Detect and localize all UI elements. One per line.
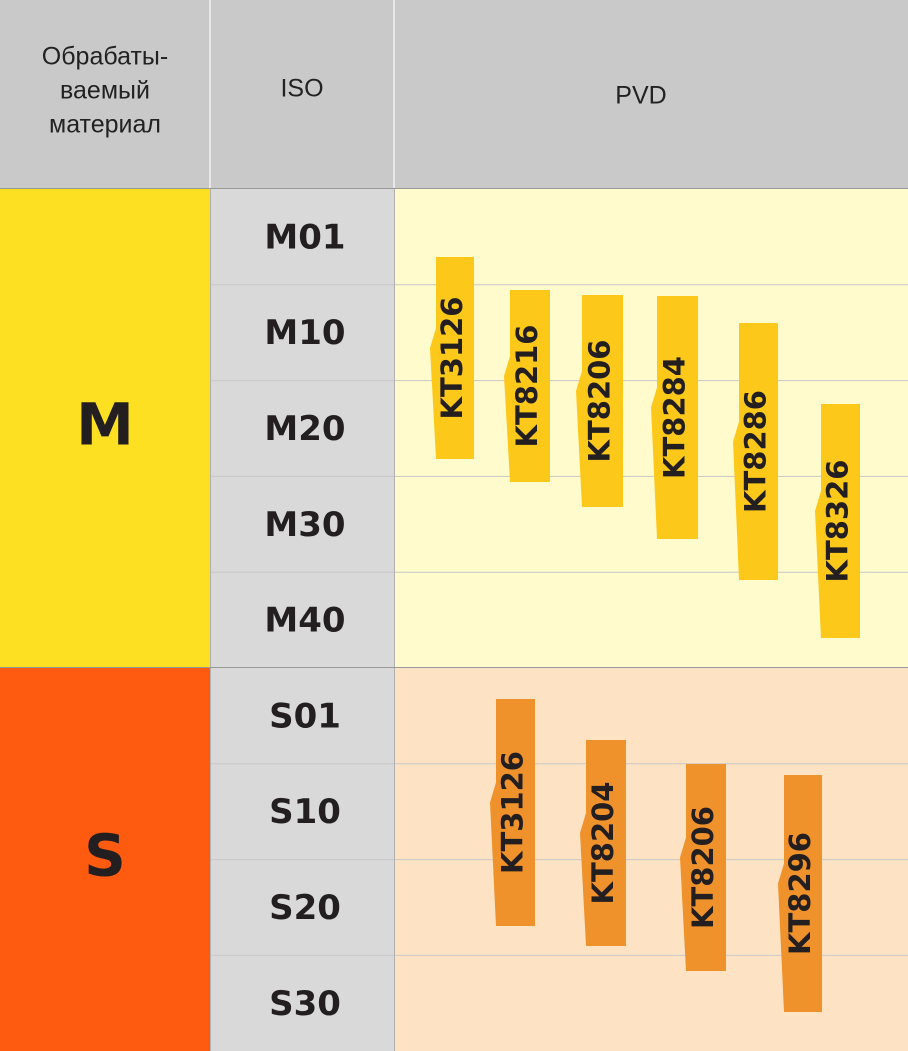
iso-code: S10 (269, 792, 341, 832)
header-material: Обрабаты- (42, 43, 168, 71)
iso-code: M01 (264, 217, 345, 257)
grade-bar (504, 290, 550, 482)
iso-code: M30 (264, 505, 345, 545)
grade-bar (651, 296, 698, 539)
grade-bar (778, 775, 822, 1012)
grade-bar (815, 404, 860, 638)
group-label: S (84, 822, 126, 890)
group-cell (0, 189, 210, 668)
iso-code: S20 (269, 888, 341, 928)
iso-code: M40 (264, 601, 345, 641)
iso-code: M20 (264, 409, 345, 449)
grade-bar (430, 257, 474, 459)
grade-label: KT8216 (510, 325, 544, 448)
grade-label: KT8286 (739, 390, 773, 513)
grade-label: KT8284 (658, 356, 692, 479)
grade-label: KT8204 (586, 782, 620, 905)
iso-code: S01 (269, 696, 341, 736)
group-label: M (76, 391, 134, 459)
iso-code: M10 (264, 313, 345, 353)
grade-bar (490, 699, 535, 926)
grade-label: KT8296 (783, 832, 817, 955)
grade-label: KT8206 (686, 806, 720, 929)
grade-label: KT3126 (435, 297, 469, 420)
grade-bar (580, 740, 626, 946)
group-cell (0, 668, 210, 1051)
header-iso: ISO (280, 75, 323, 103)
header-material: материал (49, 111, 161, 139)
header-pvd: PVD (615, 82, 666, 110)
grade-label: KT3126 (496, 751, 530, 874)
iso-column (211, 189, 394, 668)
grade-label: KT8206 (583, 340, 617, 463)
grade-label: KT8326 (821, 460, 855, 583)
grade-bar (680, 764, 726, 971)
header-bg (0, 0, 908, 188)
header-material: ваемый (60, 77, 150, 105)
grade-bar (576, 295, 623, 507)
grade-bar (733, 323, 778, 580)
iso-code: S30 (269, 984, 341, 1024)
